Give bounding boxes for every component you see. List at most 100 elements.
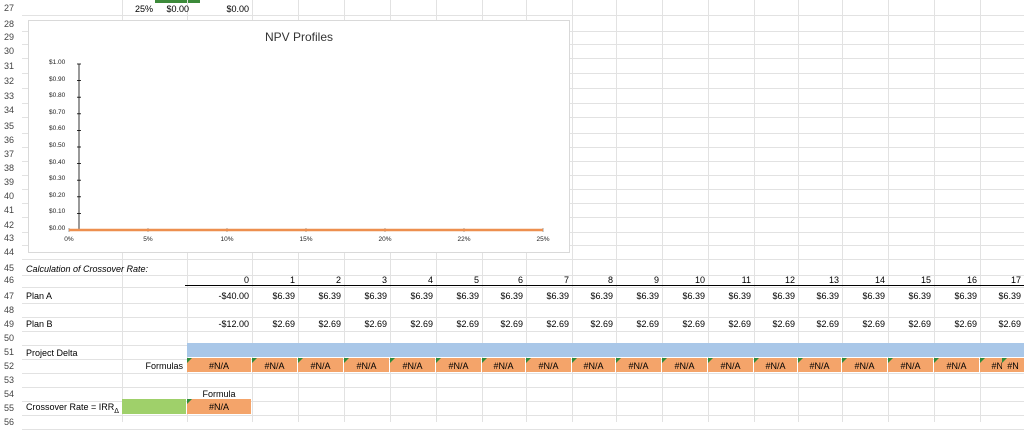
year-cell[interactable]: 14 xyxy=(874,275,885,285)
cell-val2[interactable]: $0.00 xyxy=(226,4,249,14)
row-number[interactable]: 31 xyxy=(0,58,22,74)
row-number[interactable]: 37 xyxy=(0,146,22,162)
row-number[interactable]: 33 xyxy=(0,88,22,104)
cell-val1[interactable]: $0.00 xyxy=(166,4,189,14)
delta-cell[interactable]: #N/A xyxy=(662,358,707,372)
year-cell[interactable]: 11 xyxy=(741,275,751,285)
delta-cell[interactable]: #N/A xyxy=(798,358,841,372)
plan-b-cell[interactable]: $2.69 xyxy=(590,319,613,329)
plan-b-cell[interactable]: $2.69 xyxy=(908,319,931,329)
year-cell[interactable]: 7 xyxy=(563,275,569,285)
npv-profiles-chart[interactable]: NPV Profiles $1.00 $0.90 $0.80 $0.70 $0.60 $0… xyxy=(28,20,570,253)
plan-a-cell[interactable]: $6.39 xyxy=(546,291,569,301)
plan-a-cell[interactable]: $6.39 xyxy=(410,291,433,301)
plan-b-cell[interactable]: $2.69 xyxy=(364,319,387,329)
row-number[interactable]: 35 xyxy=(0,118,22,134)
year-cell[interactable]: 17 xyxy=(1010,275,1021,285)
plan-a-cell[interactable]: $6.39 xyxy=(456,291,479,301)
row-number[interactable]: 40 xyxy=(0,188,22,204)
year-cell[interactable]: 13 xyxy=(828,275,839,285)
year-cell[interactable]: 3 xyxy=(381,275,387,285)
row-number[interactable]: 52 xyxy=(0,358,22,374)
plan-b-cell[interactable]: $2.69 xyxy=(318,319,341,329)
row-number[interactable]: 54 xyxy=(0,386,22,402)
row-number[interactable]: 42 xyxy=(0,217,22,233)
year-cell[interactable]: 2 xyxy=(335,275,341,285)
plan-a-cell[interactable]: -$40.00 xyxy=(218,291,249,301)
plan-a-cell[interactable]: $6.39 xyxy=(500,291,523,301)
year-cell[interactable]: 10 xyxy=(694,275,705,285)
row-number[interactable]: 51 xyxy=(0,344,22,360)
plan-b-cell[interactable]: $2.69 xyxy=(862,319,885,329)
row-number[interactable]: 28 xyxy=(0,16,22,32)
year-cell[interactable]: 8 xyxy=(607,275,613,285)
year-cell[interactable]: 5 xyxy=(473,275,479,285)
plan-a-cell[interactable]: $6.39 xyxy=(590,291,613,301)
row-number[interactable]: 32 xyxy=(0,73,22,89)
row-number[interactable]: 34 xyxy=(0,102,22,118)
plan-a-cell[interactable]: $6.39 xyxy=(816,291,839,301)
row-number[interactable]: 39 xyxy=(0,174,22,190)
cell-rate[interactable]: 25% xyxy=(134,4,153,14)
row-number[interactable]: 50 xyxy=(0,330,22,346)
plan-a-cell[interactable]: $6.39 xyxy=(728,291,751,301)
plan-a-cell[interactable]: $6.39 xyxy=(682,291,705,301)
plan-a-cell[interactable]: $6.39 xyxy=(318,291,341,301)
plan-a-cell[interactable]: $6.39 xyxy=(908,291,931,301)
row-number[interactable]: 36 xyxy=(0,132,22,148)
delta-cell[interactable]: #N/A xyxy=(842,358,887,372)
delta-cell[interactable]: #N/A xyxy=(390,358,435,372)
plan-b-cell[interactable]: $2.69 xyxy=(410,319,433,329)
year-cell[interactable]: 9 xyxy=(653,275,659,285)
row-number[interactable]: 49 xyxy=(0,316,22,332)
plan-b-cell[interactable]: $2.69 xyxy=(728,319,751,329)
year-cell[interactable]: 15 xyxy=(920,275,931,285)
plan-b-cell[interactable]: $2.69 xyxy=(954,319,977,329)
plan-b-cell[interactable]: $2.69 xyxy=(456,319,479,329)
plan-a-cell[interactable]: $6.39 xyxy=(272,291,295,301)
delta-cell-partial[interactable]: #N xyxy=(1002,358,1024,372)
year-cell[interactable]: 1 xyxy=(289,275,295,285)
delta-cell[interactable]: #N/A xyxy=(934,358,979,372)
plan-b-cell[interactable]: $2.69 xyxy=(998,319,1021,329)
delta-cell[interactable]: #N/A xyxy=(708,358,753,372)
plan-a-cell[interactable]: $6.39 xyxy=(636,291,659,301)
row-number[interactable]: 46 xyxy=(0,272,22,288)
row-number[interactable]: 55 xyxy=(0,400,22,416)
delta-cell[interactable]: #N/A xyxy=(482,358,525,372)
row-number[interactable]: 53 xyxy=(0,372,22,388)
row-number[interactable]: 38 xyxy=(0,160,22,176)
delta-cell[interactable]: #N/A xyxy=(252,358,297,372)
plan-a-cell[interactable]: $6.39 xyxy=(954,291,977,301)
plan-a-cell[interactable]: $6.39 xyxy=(862,291,885,301)
delta-cell[interactable]: #N/A xyxy=(888,358,933,372)
delta-cell[interactable]: #N/A xyxy=(526,358,571,372)
crossover-result-cell[interactable]: #N/A xyxy=(187,399,251,414)
plan-b-cell[interactable]: $2.69 xyxy=(682,319,705,329)
delta-cell[interactable]: #N/A xyxy=(187,358,251,372)
plan-a-cell[interactable]: $6.39 xyxy=(998,291,1021,301)
plan-b-cell[interactable]: $2.69 xyxy=(636,319,659,329)
delta-cell[interactable]: #N/A xyxy=(616,358,661,372)
row-number[interactable]: 27 xyxy=(0,0,22,16)
year-cell[interactable]: 6 xyxy=(517,275,523,285)
year-cell[interactable]: 12 xyxy=(784,275,795,285)
delta-cell[interactable]: #N/A xyxy=(298,358,343,372)
plan-b-cell[interactable]: -$12.00 xyxy=(218,319,249,329)
row-number[interactable]: 47 xyxy=(0,288,22,304)
plan-a-cell[interactable]: $6.39 xyxy=(364,291,387,301)
row-number[interactable]: 29 xyxy=(0,29,22,45)
row-number[interactable]: 43 xyxy=(0,230,22,246)
crossover-input-cell[interactable] xyxy=(122,399,186,414)
delta-cell[interactable]: #N/A xyxy=(344,358,389,372)
plan-b-cell[interactable]: $2.69 xyxy=(500,319,523,329)
year-cell[interactable]: 16 xyxy=(966,275,977,285)
row-number[interactable]: 48 xyxy=(0,302,22,318)
delta-header-band[interactable] xyxy=(187,343,1024,357)
plan-b-cell[interactable]: $2.69 xyxy=(772,319,795,329)
row-number[interactable]: 41 xyxy=(0,202,22,218)
plan-b-cell[interactable]: $2.69 xyxy=(546,319,569,329)
delta-cell[interactable]: #N/A xyxy=(754,358,797,372)
plan-a-cell[interactable]: $6.39 xyxy=(772,291,795,301)
